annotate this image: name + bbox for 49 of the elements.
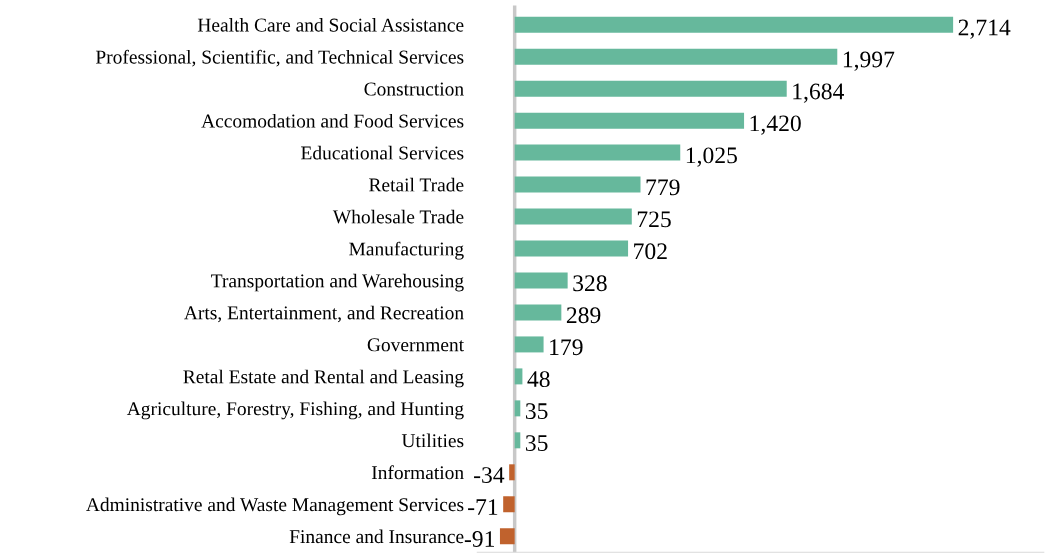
bar [514,208,632,225]
data-label: -71 [468,499,498,515]
y-tick-label: Government [367,338,464,352]
data-label: 35 [525,403,548,420]
y-tick-label: Manufacturing [349,241,464,260]
bar [514,368,523,385]
bar [514,304,562,321]
y-tick-label: Transportation and Warehousing [211,273,464,292]
data-label: 1,997 [843,51,895,71]
data-label: -34 [474,467,505,484]
y-tick-label: Administrative and Waste Management Services [86,497,464,516]
bar [509,464,515,481]
bar [514,144,681,161]
data-label: 702 [634,243,667,260]
data-label: 35 [525,435,548,452]
y-tick-label: Arts, Entertainment, and Recreation [184,305,464,323]
y-tick-label: Retail Trade [369,177,464,192]
y-tick-label: Information [371,465,464,480]
y-tick-label: Finance and Insurance [289,529,464,544]
bar [499,528,515,545]
y-tick-label: Construction [364,82,464,96]
bar [514,80,787,97]
data-label: 725 [637,211,671,228]
data-label: 328 [573,275,607,292]
data-label: 1,025 [686,147,737,167]
y-tick-label: Utilities [401,433,464,448]
data-label: -91 [464,531,495,547]
y-tick-label: Professional, Scientific, and Technical Services [95,49,464,67]
data-label: 1,420 [750,115,801,135]
bar [514,240,629,257]
bar [514,16,954,33]
bar [514,336,544,353]
data-label: 1,684 [793,83,845,103]
bar [514,176,641,193]
y-tick-label: Accomodation and Food Services [201,113,464,128]
bar [514,272,568,289]
y-tick-label: Agriculture, Forestry, Fishing, and Hunting [126,401,464,420]
bar [514,48,838,65]
bar [503,496,515,513]
y-tick-label: Wholesale Trade [332,209,464,224]
y-tick-label: Retal Estate and Rental and Leasing [183,369,464,388]
data-label: 179 [550,339,583,356]
y-tick-label: Health Care and Social Assistance [197,17,464,32]
data-label: 48 [527,371,550,388]
data-label: 779 [646,179,680,196]
data-label: 2,714 [958,19,1011,39]
data-label: 289 [566,307,601,324]
y-tick-label: Educational Services [301,145,464,160]
bar [514,112,745,129]
